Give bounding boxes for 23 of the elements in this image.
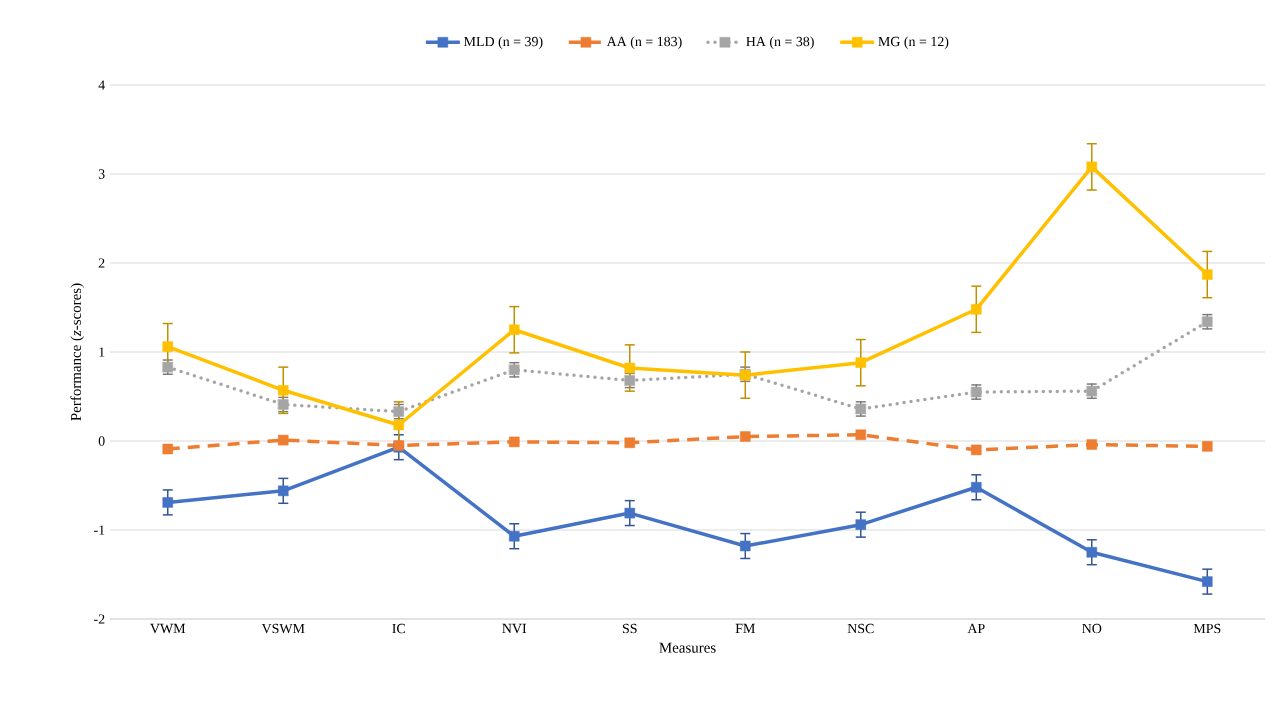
x-tick-label: SS (622, 623, 637, 634)
legend-label: MLD (n = 39) (464, 36, 543, 50)
y-axis-title: Performance (z-scores) (70, 283, 85, 421)
x-tick-label: FM (735, 623, 755, 633)
x-tick-label: NO (1082, 623, 1102, 634)
y-tick-label: 2 (98, 258, 105, 268)
y-tick-label: 4 (98, 80, 105, 90)
y-tick-label: 1 (99, 347, 105, 357)
legend-label: HA (n = 38) (746, 36, 814, 50)
x-tick-label: NSC (847, 623, 874, 634)
y-tick-label: -2 (94, 614, 105, 624)
legend-label: MG (n = 12) (878, 36, 949, 50)
x-axis-title: Measures (659, 642, 716, 653)
y-tick-label: 0 (98, 436, 105, 446)
y-tick-label: 3 (98, 169, 105, 179)
x-tick-label: VSWM (261, 623, 305, 634)
x-tick-label: NVI (502, 623, 527, 634)
x-tick-label: VWM (150, 623, 186, 634)
x-tick-label: AP (967, 623, 985, 634)
x-tick-label: IC (392, 623, 405, 634)
y-tick-label: -1 (94, 525, 105, 535)
x-tick-label: MPS (1193, 623, 1221, 634)
legend-label: AA (n = 183) (606, 36, 682, 50)
